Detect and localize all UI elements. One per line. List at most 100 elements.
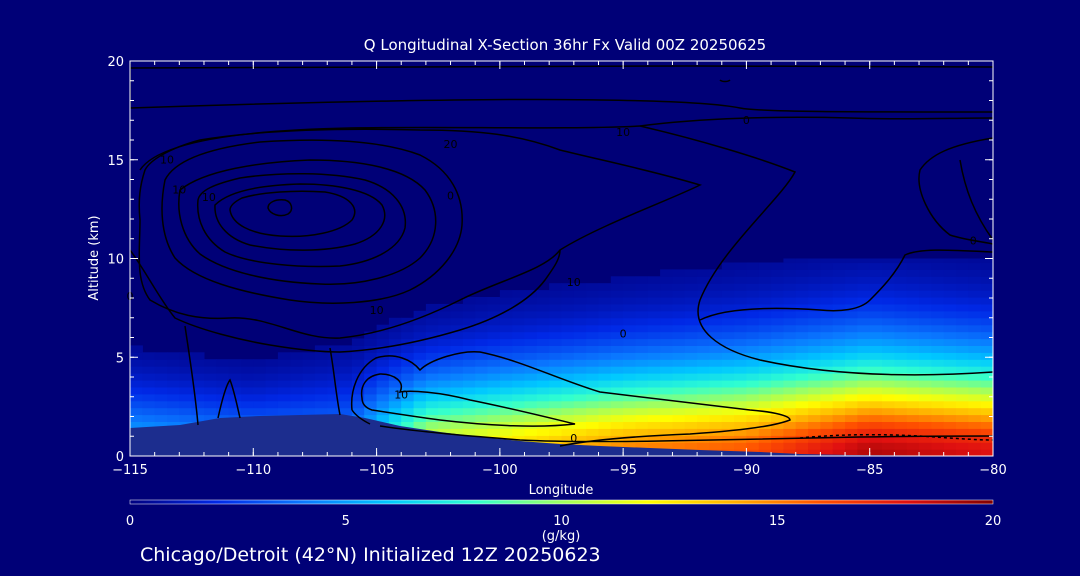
field-cell [647,352,661,360]
field-cell [968,331,982,340]
field-cell [364,352,378,360]
field-cell [709,400,723,409]
field-cell [882,338,895,346]
field-cell [142,414,156,422]
field-cell [573,359,587,367]
field-cell [623,283,636,291]
field-cell [660,393,673,402]
field-cell [462,338,476,346]
field-cell [845,331,858,340]
field-cell [586,310,600,319]
contour-line [184,325,199,426]
field-cell [795,283,809,291]
field-cell [142,407,156,416]
field-cell [832,414,846,422]
chart-title: Q Longitudinal X-Section 36hr Fx Valid 0… [364,36,766,54]
field-cell [857,324,871,333]
field-cell [586,407,600,416]
field-cell [660,386,673,395]
field-cell [721,373,735,381]
field-cell [869,345,883,353]
field-cell [351,400,365,409]
field-cell [438,317,452,326]
field-cell [204,414,217,422]
field-cell [894,297,908,305]
field-cell [635,359,649,367]
field-cell [746,386,760,395]
field-cell [475,386,489,395]
field-cell [204,386,217,395]
field-cell [894,386,908,395]
field-cell [684,428,698,436]
field-cell [524,324,538,333]
field-cell [376,324,390,333]
field-cell [524,331,538,340]
field-cell [709,366,723,374]
field-cell [894,442,908,450]
contour-line [639,125,993,376]
field-cell [265,366,279,374]
field-cell [894,262,908,270]
field-cell [956,262,969,270]
field-cell [857,262,871,270]
field-cell [697,303,710,312]
field-cell [832,310,846,319]
field-cell [956,366,969,374]
field-cell [919,352,932,360]
field-cell [512,338,526,346]
field-cell [228,400,242,409]
field-cell [573,414,587,422]
field-cell [413,331,427,340]
field-cell [968,269,982,277]
field-cell [931,373,945,381]
field-cell [771,324,784,333]
field-cell [845,380,858,388]
field-cell [820,310,834,319]
field-cell [635,290,649,298]
field-cell [660,331,673,340]
field-cell [438,386,452,395]
field-cell [524,366,538,374]
field-cell [943,407,957,416]
field-cell [586,324,600,333]
field-cell [635,303,649,312]
field-cell [364,414,378,422]
field-cell [130,386,143,395]
field-cell [425,359,439,367]
field-cell [882,449,895,456]
field-cell [832,303,846,312]
field-cell [549,345,563,353]
field-cell [697,435,710,443]
field-cell [795,366,809,374]
x-tick-label: −100 [482,463,518,478]
field-cell [894,414,908,422]
field-cell [462,380,476,388]
field-cell [660,442,673,450]
field-cell [302,407,316,416]
field-cell [401,366,415,374]
field-cell [265,386,279,395]
field-cell [771,303,784,312]
field-cell [623,435,636,443]
contour-line [360,373,576,427]
field-cell [561,393,575,402]
field-cell [783,345,797,353]
field-cell [758,352,772,360]
field-cell [610,386,624,395]
field-cell [253,407,267,416]
field-cell [980,331,993,340]
field-cell [610,283,624,291]
field-cell [857,297,871,305]
field-cell [647,324,661,333]
field-cell [943,386,957,395]
field-cell [388,407,402,416]
field-cell [771,269,784,277]
field-cell [919,407,932,416]
x-tick-label: −80 [979,463,1006,478]
field-cell [795,276,809,284]
field-cell [672,359,686,367]
field-cell [684,359,698,367]
field-cell [487,331,501,340]
field-cell [438,421,452,429]
field-cell [795,393,809,402]
